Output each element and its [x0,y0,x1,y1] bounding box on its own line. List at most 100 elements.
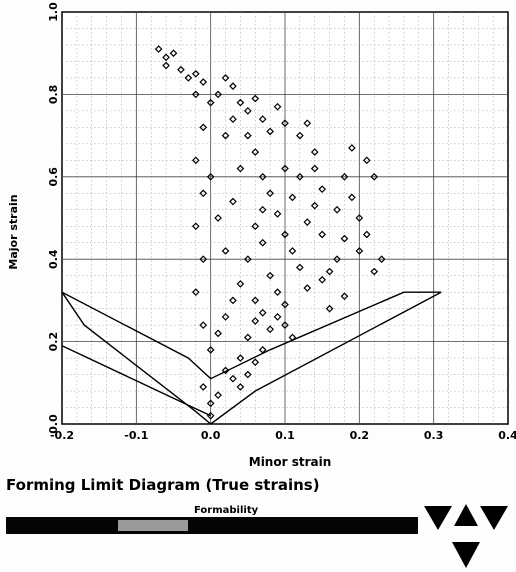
forming-limit-chart: -0.2 -0.1 0.0 0.1 0.2 0.3 0.4 0.0 0.2 0.4 0.6 0.8 1… [7,2,516,469]
data-point [236,164,245,173]
data-point [206,345,215,354]
data-point [243,370,252,379]
limit-curves [62,291,442,424]
x-tick-label: 0.0 [201,429,221,442]
formability-bar [6,517,418,534]
x-tick-labels: -0.2 -0.1 0.0 0.1 0.2 0.3 0.4 [50,429,516,442]
data-point [206,399,215,408]
data-point [355,214,364,222]
data-point [318,275,327,284]
data-point [191,69,200,78]
data-point [191,222,200,231]
data-point [258,238,267,247]
data-point [206,172,215,181]
data-point [325,304,334,313]
data-point [206,411,215,420]
data-point [214,214,222,222]
data-point [229,374,237,383]
data-point [243,333,252,342]
data-point [162,61,170,70]
y-tick-label: 1.0 [47,2,60,22]
data-point [273,313,282,321]
y-tick-label: 0.0 [47,414,60,434]
data-point [258,115,267,123]
data-point [162,53,170,62]
data-point [154,45,163,53]
data-point [243,131,252,140]
data-point [243,107,252,115]
data-point [266,325,274,334]
data-point [251,358,260,367]
data-point [258,172,267,181]
data-point [370,267,379,276]
data-point [258,345,267,354]
x-tick-label: -0.1 [124,429,148,442]
data-point [296,131,304,140]
data-point [303,119,312,128]
data-point [221,247,230,255]
data-point [214,391,222,400]
data-point [251,222,260,231]
data-point [333,255,341,264]
data-point [340,292,349,301]
limit-curve [62,291,442,424]
data-point [288,247,297,255]
data-point [199,189,208,198]
data-point [266,127,274,136]
scatter-points [154,45,386,420]
data-point [236,383,245,391]
data-point [221,74,230,82]
data-point [199,255,208,264]
data-point [348,144,356,152]
y-tick-label: 0.4 [47,249,60,269]
x-tick-label: 0.3 [424,429,444,442]
data-point [236,280,245,288]
data-point [340,234,349,243]
data-point [258,205,267,214]
data-point [236,98,245,107]
data-point [318,230,327,239]
data-point [296,172,304,181]
limit-curve [62,345,211,417]
x-tick-label: 0.1 [275,429,295,442]
data-point [348,193,356,202]
data-point [281,164,289,173]
data-point [199,321,208,329]
y-tick-labels: 0.0 0.2 0.4 0.6 0.8 1.0 [47,2,60,434]
data-point [281,321,289,329]
data-point [251,148,260,156]
data-point [281,300,289,309]
y-tick-label: 0.2 [47,332,60,352]
data-point [377,255,386,264]
data-point [206,98,215,107]
data-point [258,308,267,317]
data-point [236,354,245,362]
data-point [221,313,230,321]
data-point [266,271,274,280]
data-point [229,197,237,206]
data-point [288,193,297,202]
data-point [199,78,208,86]
data-point [288,333,297,342]
x-tick-label: 0.4 [498,429,516,442]
data-point [273,288,282,297]
data-point [191,288,200,297]
data-point [310,148,319,156]
data-point [310,164,319,173]
y-axis-label: Major strain [7,194,20,269]
data-point [221,366,230,375]
data-point [229,82,237,91]
data-point [251,94,260,103]
data-point [191,156,200,165]
data-point [273,210,282,218]
chart-title: Forming Limit Diagram (True strains) [6,476,320,494]
data-point [340,172,349,181]
data-point [199,123,208,132]
y-tick-label: 0.6 [47,167,60,187]
data-point [303,218,312,226]
data-point [318,185,327,194]
data-point [370,172,379,181]
data-point [362,156,371,165]
triangle-logo-icon [424,504,508,568]
data-point [333,205,341,214]
